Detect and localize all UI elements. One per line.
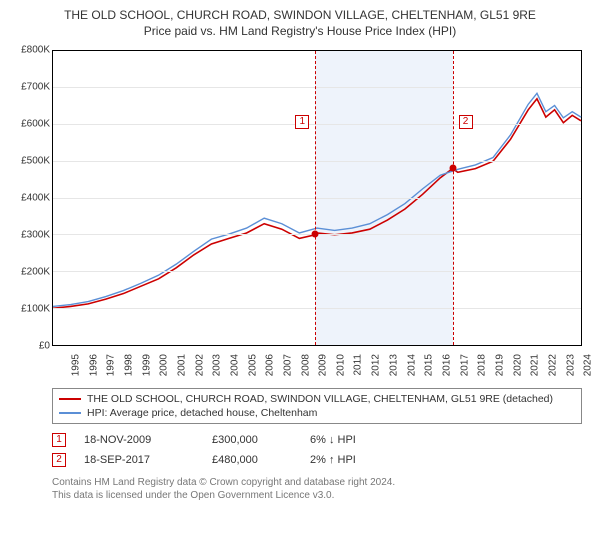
data-row-1: 1 18-NOV-2009 £300,000 6% ↓ HPI <box>52 430 582 450</box>
y-tick-label: £400K <box>10 192 50 203</box>
legend: THE OLD SCHOOL, CHURCH ROAD, SWINDON VIL… <box>52 388 582 424</box>
row-price-2: £480,000 <box>212 454 292 466</box>
footer-line1: Contains HM Land Registry data © Crown c… <box>52 476 582 490</box>
chart-area: £0 £100K £200K £300K £400K £500K £600K £700K £80… <box>10 44 590 384</box>
footer-line2: This data is licensed under the Open Gov… <box>52 489 582 503</box>
y-tick-label: £700K <box>10 81 50 92</box>
y-tick-label: £500K <box>10 155 50 166</box>
series-property <box>53 98 581 307</box>
chart-title-line1: THE OLD SCHOOL, CHURCH ROAD, SWINDON VIL… <box>10 8 590 24</box>
row-rel-1: 6% ↓ HPI <box>310 434 356 446</box>
footer: Contains HM Land Registry data © Crown c… <box>52 476 582 503</box>
plot-region: 12 <box>52 50 582 346</box>
chart-title-line2: Price paid vs. HM Land Registry's House … <box>10 24 590 38</box>
y-tick-label: £0 <box>10 340 50 351</box>
legend-swatch-hpi <box>59 412 81 414</box>
row-price-1: £300,000 <box>212 434 292 446</box>
data-row-2: 2 18-SEP-2017 £480,000 2% ↑ HPI <box>52 450 582 470</box>
row-date-2: 18-SEP-2017 <box>84 454 194 466</box>
chart-marker-badge: 1 <box>295 115 309 129</box>
legend-label-property: THE OLD SCHOOL, CHURCH ROAD, SWINDON VIL… <box>87 392 553 406</box>
marker-data-rows: 1 18-NOV-2009 £300,000 6% ↓ HPI 2 18-SEP… <box>52 430 582 470</box>
y-tick-label: £200K <box>10 266 50 277</box>
y-tick-label: £300K <box>10 229 50 240</box>
chart-marker-badge: 2 <box>459 115 473 129</box>
legend-row-property: THE OLD SCHOOL, CHURCH ROAD, SWINDON VIL… <box>59 392 575 406</box>
row-badge-2: 2 <box>52 453 66 467</box>
y-tick-label: £600K <box>10 118 50 129</box>
legend-row-hpi: HPI: Average price, detached house, Chel… <box>59 406 575 420</box>
row-rel-2: 2% ↑ HPI <box>310 454 356 466</box>
legend-swatch-property <box>59 398 81 400</box>
row-badge-1: 1 <box>52 433 66 447</box>
row-date-1: 18-NOV-2009 <box>84 434 194 446</box>
x-axis-labels: 1995199619971998199920002001200220032004… <box>52 348 582 384</box>
y-tick-label: £100K <box>10 303 50 314</box>
legend-label-hpi: HPI: Average price, detached house, Chel… <box>87 406 317 420</box>
y-tick-label: £800K <box>10 44 50 55</box>
x-tick-label: 2024 <box>583 354 600 376</box>
